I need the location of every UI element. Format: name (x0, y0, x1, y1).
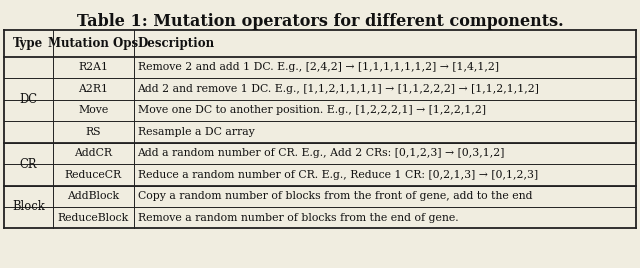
Text: Copy a random number of blocks from the front of gene, add to the end: Copy a random number of blocks from the … (138, 191, 532, 201)
Text: Reduce a random number of CR. E.g., Reduce 1 CR: [0,2,1,3] → [0,1,2,3]: Reduce a random number of CR. E.g., Redu… (138, 170, 538, 180)
Text: Table 1: Mutation operators for different components.: Table 1: Mutation operators for differen… (77, 13, 563, 30)
Text: Resample a DC array: Resample a DC array (138, 127, 254, 137)
Text: AddBlock: AddBlock (67, 191, 119, 201)
Text: A2R1: A2R1 (78, 84, 108, 94)
Text: Add a random number of CR. E.g., Add 2 CRs: [0,1,2,3] → [0,3,1,2]: Add a random number of CR. E.g., Add 2 C… (138, 148, 505, 158)
Text: Remove 2 and add 1 DC. E.g., [2,4,2] → [1,1,1,1,1,1,2] → [1,4,1,2]: Remove 2 and add 1 DC. E.g., [2,4,2] → [… (138, 62, 499, 72)
Text: AddCR: AddCR (74, 148, 112, 158)
Text: RS: RS (85, 127, 101, 137)
Text: Remove a random number of blocks from the end of gene.: Remove a random number of blocks from th… (138, 213, 458, 223)
Text: Description: Description (138, 37, 214, 50)
Text: Mutation Ops: Mutation Ops (48, 37, 138, 50)
Text: R2A1: R2A1 (78, 62, 108, 72)
Text: Add 2 and remove 1 DC. E.g., [1,1,2,1,1,1,1] → [1,1,2,2,2] → [1,1,2,1,1,2]: Add 2 and remove 1 DC. E.g., [1,1,2,1,1,… (138, 84, 540, 94)
Text: Move one DC to another position. E.g., [1,2,2,2,1] → [1,2,2,1,2]: Move one DC to another position. E.g., [… (138, 105, 486, 115)
Text: ReduceBlock: ReduceBlock (58, 213, 129, 223)
Text: ReduceCR: ReduceCR (65, 170, 122, 180)
Text: Type: Type (13, 37, 44, 50)
Text: DC: DC (19, 93, 37, 106)
Text: CR: CR (20, 158, 37, 170)
Text: Block: Block (12, 200, 45, 214)
Text: Move: Move (78, 105, 108, 115)
